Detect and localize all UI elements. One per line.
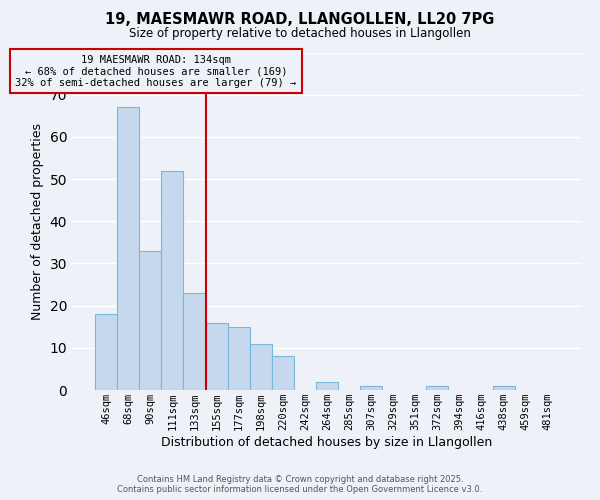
Bar [161,170,184,390]
Text: Contains HM Land Registry data © Crown copyright and database right 2025.
Contai: Contains HM Land Registry data © Crown c… [118,474,482,494]
Bar [250,344,272,390]
Bar [206,322,227,390]
Bar [493,386,515,390]
Bar [427,386,448,390]
Bar [139,251,161,390]
Bar [95,314,117,390]
Text: Size of property relative to detached houses in Llangollen: Size of property relative to detached ho… [129,28,471,40]
X-axis label: Distribution of detached houses by size in Llangollen: Distribution of detached houses by size … [161,436,493,449]
Bar [227,326,250,390]
Text: 19 MAESMAWR ROAD: 134sqm
← 68% of detached houses are smaller (169)
32% of semi-: 19 MAESMAWR ROAD: 134sqm ← 68% of detach… [15,54,296,88]
Y-axis label: Number of detached properties: Number of detached properties [31,122,44,320]
Bar [184,293,206,390]
Bar [272,356,294,390]
Bar [117,108,139,390]
Bar [316,382,338,390]
Text: 19, MAESMAWR ROAD, LLANGOLLEN, LL20 7PG: 19, MAESMAWR ROAD, LLANGOLLEN, LL20 7PG [106,12,494,28]
Bar [360,386,382,390]
